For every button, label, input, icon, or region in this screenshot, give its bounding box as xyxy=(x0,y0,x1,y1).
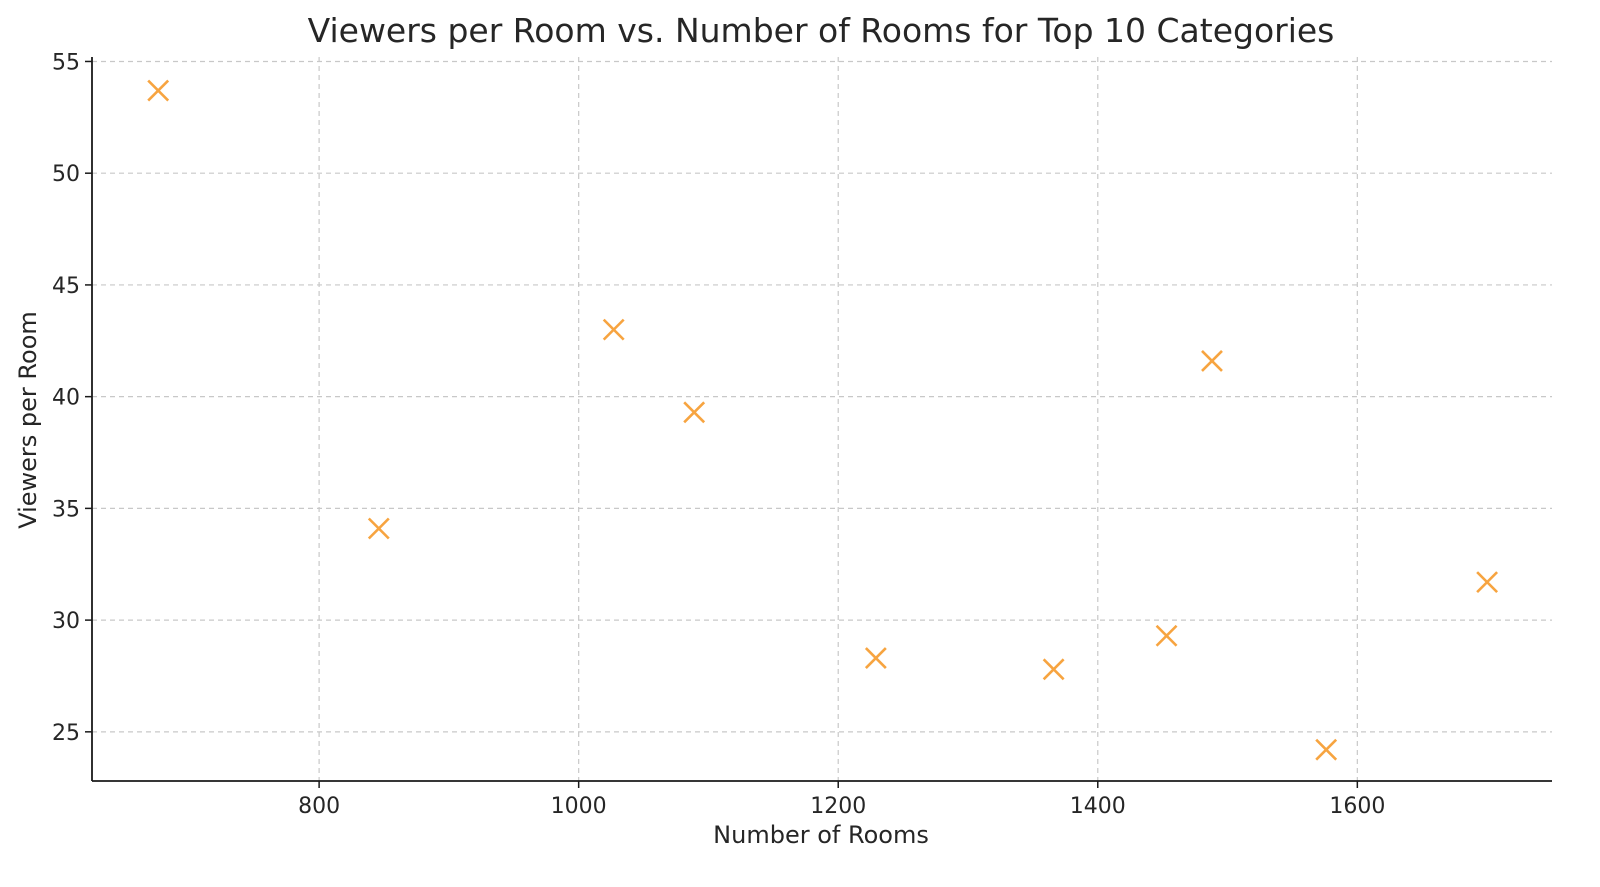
data-point xyxy=(1155,624,1178,647)
data-point xyxy=(1315,738,1338,761)
x-tick-label: 1200 xyxy=(810,794,866,819)
x-tick-label: 1000 xyxy=(551,794,607,819)
x-axis-label: Number of Rooms xyxy=(713,821,929,849)
data-point-stroke xyxy=(1042,658,1065,681)
data-point xyxy=(864,647,887,670)
y-tick-label: 50 xyxy=(52,162,80,187)
data-point-stroke xyxy=(683,401,706,424)
data-point xyxy=(1042,658,1065,681)
data-point xyxy=(1201,349,1223,372)
data-point xyxy=(367,517,390,540)
x-axis-ticks: 800 1000 1200 1400 1600 xyxy=(298,781,1385,819)
x-tick-label: 800 xyxy=(298,794,340,819)
y-tick-label: 25 xyxy=(52,721,80,746)
data-point xyxy=(683,401,706,424)
data-point-stroke xyxy=(1315,738,1338,761)
data-points xyxy=(147,79,1499,761)
data-point-stroke xyxy=(602,318,625,341)
data-point xyxy=(1476,571,1499,594)
data-point-stroke xyxy=(864,647,887,670)
y-tick-label: 45 xyxy=(52,274,80,299)
data-point-stroke xyxy=(1155,624,1178,647)
x-tick-label: 1400 xyxy=(1070,794,1126,819)
y-tick-label: 30 xyxy=(52,609,80,634)
y-axis-ticks: 25 30 35 40 45 50 55 xyxy=(52,50,92,746)
y-tick-label: 40 xyxy=(52,386,80,411)
y-tick-label: 55 xyxy=(52,50,80,75)
y-axis-label: Viewers per Room xyxy=(14,311,42,529)
data-point xyxy=(602,318,625,341)
data-point-stroke xyxy=(147,79,170,102)
data-point xyxy=(147,79,170,102)
data-point-stroke xyxy=(367,517,390,540)
data-point-stroke xyxy=(1201,349,1223,372)
grid xyxy=(92,57,1552,781)
x-tick-label: 1600 xyxy=(1329,794,1385,819)
data-point-stroke xyxy=(1476,571,1499,594)
axes xyxy=(91,57,1552,782)
chart-title: Viewers per Room vs. Number of Rooms for… xyxy=(308,11,1335,50)
y-tick-label: 35 xyxy=(52,497,80,522)
